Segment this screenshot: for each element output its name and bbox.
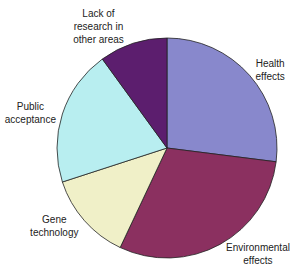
svg-text:Lack ofresearch inother areas: Lack ofresearch inother areas [73,8,124,45]
svg-text:Genetechnology: Genetechnology [30,214,78,238]
svg-text:Environmentaleffects: Environmentaleffects [226,242,290,266]
svg-text:Publicacceptance: Publicacceptance [5,101,57,125]
svg-text:Healtheffects: Healtheffects [256,58,285,82]
